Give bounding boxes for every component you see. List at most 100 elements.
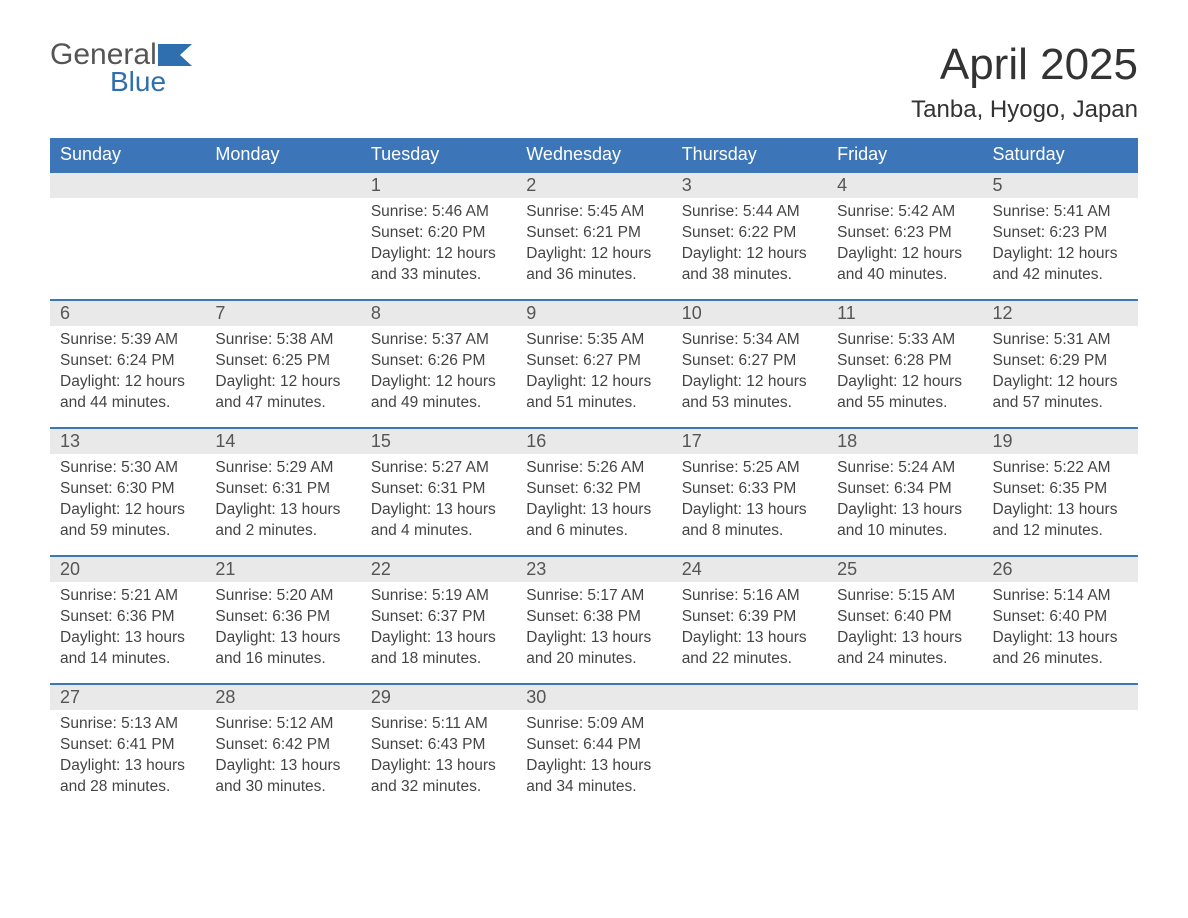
sunset-text: Sunset: 6:41 PM — [60, 735, 195, 756]
sunrise-text: Sunrise: 5:11 AM — [371, 714, 506, 735]
calendar-cell: 10Sunrise: 5:34 AMSunset: 6:27 PMDayligh… — [672, 300, 827, 428]
sunset-text: Sunset: 6:43 PM — [371, 735, 506, 756]
daylight-text: Daylight: 13 hours and 12 minutes. — [993, 500, 1128, 542]
sunset-text: Sunset: 6:36 PM — [60, 607, 195, 628]
sunset-text: Sunset: 6:44 PM — [526, 735, 661, 756]
calendar-cell: 23Sunrise: 5:17 AMSunset: 6:38 PMDayligh… — [516, 556, 671, 684]
calendar-cell — [50, 172, 205, 300]
daylight-text: Daylight: 12 hours and 33 minutes. — [371, 244, 506, 286]
day-number: 18 — [827, 429, 982, 454]
daylight-text: Daylight: 12 hours and 38 minutes. — [682, 244, 817, 286]
daylight-text: Daylight: 13 hours and 14 minutes. — [60, 628, 195, 670]
sunset-text: Sunset: 6:31 PM — [215, 479, 350, 500]
calendar-cell: 27Sunrise: 5:13 AMSunset: 6:41 PMDayligh… — [50, 684, 205, 812]
day-data: Sunrise: 5:34 AMSunset: 6:27 PMDaylight:… — [672, 326, 827, 422]
sunset-text: Sunset: 6:31 PM — [371, 479, 506, 500]
day-number: 8 — [361, 301, 516, 326]
sunrise-text: Sunrise: 5:24 AM — [837, 458, 972, 479]
weekday-header: Sunday — [50, 138, 205, 172]
sunset-text: Sunset: 6:34 PM — [837, 479, 972, 500]
weekday-header: Tuesday — [361, 138, 516, 172]
day-number: 13 — [50, 429, 205, 454]
sunrise-text: Sunrise: 5:33 AM — [837, 330, 972, 351]
sunrise-text: Sunrise: 5:42 AM — [837, 202, 972, 223]
day-number: 23 — [516, 557, 671, 582]
day-number: 6 — [50, 301, 205, 326]
sunset-text: Sunset: 6:25 PM — [215, 351, 350, 372]
sunset-text: Sunset: 6:35 PM — [993, 479, 1128, 500]
day-data: Sunrise: 5:35 AMSunset: 6:27 PMDaylight:… — [516, 326, 671, 422]
calendar-week: 20Sunrise: 5:21 AMSunset: 6:36 PMDayligh… — [50, 556, 1138, 684]
daylight-text: Daylight: 13 hours and 2 minutes. — [215, 500, 350, 542]
day-data: Sunrise: 5:44 AMSunset: 6:22 PMDaylight:… — [672, 198, 827, 294]
sunset-text: Sunset: 6:38 PM — [526, 607, 661, 628]
calendar-week: 1Sunrise: 5:46 AMSunset: 6:20 PMDaylight… — [50, 172, 1138, 300]
brand-logo: General Blue — [50, 40, 210, 100]
day-number-empty — [983, 685, 1138, 710]
calendar-cell: 6Sunrise: 5:39 AMSunset: 6:24 PMDaylight… — [50, 300, 205, 428]
sunset-text: Sunset: 6:27 PM — [526, 351, 661, 372]
day-data: Sunrise: 5:14 AMSunset: 6:40 PMDaylight:… — [983, 582, 1138, 678]
daylight-text: Daylight: 13 hours and 20 minutes. — [526, 628, 661, 670]
daylight-text: Daylight: 13 hours and 32 minutes. — [371, 756, 506, 798]
day-number: 24 — [672, 557, 827, 582]
calendar-cell — [205, 172, 360, 300]
calendar-cell: 25Sunrise: 5:15 AMSunset: 6:40 PMDayligh… — [827, 556, 982, 684]
brand-flag-icon — [158, 44, 192, 71]
sunset-text: Sunset: 6:28 PM — [837, 351, 972, 372]
sunset-text: Sunset: 6:26 PM — [371, 351, 506, 372]
sunrise-text: Sunrise: 5:35 AM — [526, 330, 661, 351]
sunset-text: Sunset: 6:23 PM — [993, 223, 1128, 244]
day-data: Sunrise: 5:42 AMSunset: 6:23 PMDaylight:… — [827, 198, 982, 294]
header: General Blue April 2025 Tanba, Hyogo, Ja… — [50, 40, 1138, 124]
day-data: Sunrise: 5:39 AMSunset: 6:24 PMDaylight:… — [50, 326, 205, 422]
daylight-text: Daylight: 12 hours and 42 minutes. — [993, 244, 1128, 286]
sunrise-text: Sunrise: 5:29 AM — [215, 458, 350, 479]
calendar-body: 1Sunrise: 5:46 AMSunset: 6:20 PMDaylight… — [50, 172, 1138, 812]
calendar-cell: 17Sunrise: 5:25 AMSunset: 6:33 PMDayligh… — [672, 428, 827, 556]
calendar-cell: 16Sunrise: 5:26 AMSunset: 6:32 PMDayligh… — [516, 428, 671, 556]
day-data: Sunrise: 5:21 AMSunset: 6:36 PMDaylight:… — [50, 582, 205, 678]
sunset-text: Sunset: 6:22 PM — [682, 223, 817, 244]
day-number: 19 — [983, 429, 1138, 454]
day-number: 29 — [361, 685, 516, 710]
daylight-text: Daylight: 13 hours and 4 minutes. — [371, 500, 506, 542]
calendar-cell: 9Sunrise: 5:35 AMSunset: 6:27 PMDaylight… — [516, 300, 671, 428]
sunset-text: Sunset: 6:30 PM — [60, 479, 195, 500]
day-data: Sunrise: 5:16 AMSunset: 6:39 PMDaylight:… — [672, 582, 827, 678]
day-data: Sunrise: 5:11 AMSunset: 6:43 PMDaylight:… — [361, 710, 516, 806]
sunrise-text: Sunrise: 5:25 AM — [682, 458, 817, 479]
sunrise-text: Sunrise: 5:12 AM — [215, 714, 350, 735]
day-number: 26 — [983, 557, 1138, 582]
sunrise-text: Sunrise: 5:45 AM — [526, 202, 661, 223]
sunrise-text: Sunrise: 5:38 AM — [215, 330, 350, 351]
day-number: 28 — [205, 685, 360, 710]
sunrise-text: Sunrise: 5:14 AM — [993, 586, 1128, 607]
calendar-week: 13Sunrise: 5:30 AMSunset: 6:30 PMDayligh… — [50, 428, 1138, 556]
calendar-cell: 7Sunrise: 5:38 AMSunset: 6:25 PMDaylight… — [205, 300, 360, 428]
daylight-text: Daylight: 12 hours and 51 minutes. — [526, 372, 661, 414]
month-title: April 2025 — [911, 40, 1138, 90]
day-data: Sunrise: 5:20 AMSunset: 6:36 PMDaylight:… — [205, 582, 360, 678]
calendar-week: 27Sunrise: 5:13 AMSunset: 6:41 PMDayligh… — [50, 684, 1138, 812]
calendar-cell: 24Sunrise: 5:16 AMSunset: 6:39 PMDayligh… — [672, 556, 827, 684]
day-data: Sunrise: 5:38 AMSunset: 6:25 PMDaylight:… — [205, 326, 360, 422]
day-number: 17 — [672, 429, 827, 454]
calendar-cell: 4Sunrise: 5:42 AMSunset: 6:23 PMDaylight… — [827, 172, 982, 300]
sunrise-text: Sunrise: 5:13 AM — [60, 714, 195, 735]
daylight-text: Daylight: 13 hours and 18 minutes. — [371, 628, 506, 670]
calendar-cell: 8Sunrise: 5:37 AMSunset: 6:26 PMDaylight… — [361, 300, 516, 428]
day-data: Sunrise: 5:41 AMSunset: 6:23 PMDaylight:… — [983, 198, 1138, 294]
daylight-text: Daylight: 12 hours and 44 minutes. — [60, 372, 195, 414]
day-number: 3 — [672, 173, 827, 198]
calendar-cell: 29Sunrise: 5:11 AMSunset: 6:43 PMDayligh… — [361, 684, 516, 812]
day-data: Sunrise: 5:37 AMSunset: 6:26 PMDaylight:… — [361, 326, 516, 422]
daylight-text: Daylight: 13 hours and 8 minutes. — [682, 500, 817, 542]
sunrise-text: Sunrise: 5:46 AM — [371, 202, 506, 223]
day-data: Sunrise: 5:26 AMSunset: 6:32 PMDaylight:… — [516, 454, 671, 550]
sunset-text: Sunset: 6:20 PM — [371, 223, 506, 244]
sunrise-text: Sunrise: 5:19 AM — [371, 586, 506, 607]
weekday-header: Wednesday — [516, 138, 671, 172]
daylight-text: Daylight: 13 hours and 28 minutes. — [60, 756, 195, 798]
day-data: Sunrise: 5:12 AMSunset: 6:42 PMDaylight:… — [205, 710, 360, 806]
